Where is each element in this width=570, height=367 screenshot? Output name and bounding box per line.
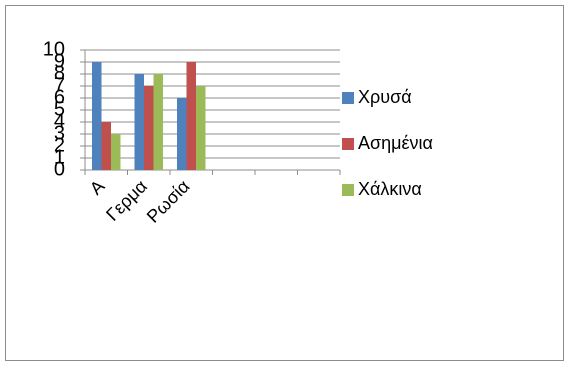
y-tick-label: 7 [54,74,65,96]
bar [101,122,111,170]
bar [153,74,163,170]
legend-label: Χάλκινα [358,179,422,199]
y-tick-label: 3 [54,122,65,144]
y-tick-label: 5 [54,98,65,120]
y-tick-label: 6 [54,86,65,108]
legend-swatch [342,138,354,150]
y-tick-label: 1 [54,146,65,168]
bar [177,98,187,170]
legend-swatch [342,92,354,104]
bar [196,86,206,170]
bar [134,74,144,170]
y-tick-label: 0 [54,158,65,180]
legend-swatch [342,184,354,196]
legend-label: Ασημένια [358,133,433,153]
y-tick-label: 8 [54,62,65,84]
bar [186,62,196,170]
y-tick-label: 10 [43,38,65,60]
legend-label: Χρυσά [358,87,412,107]
bar [144,86,154,170]
y-tick-label: 9 [54,50,65,72]
y-tick-label: 4 [54,110,65,132]
y-tick-label: 2 [54,134,65,156]
bar [111,134,121,170]
bar [92,62,102,170]
